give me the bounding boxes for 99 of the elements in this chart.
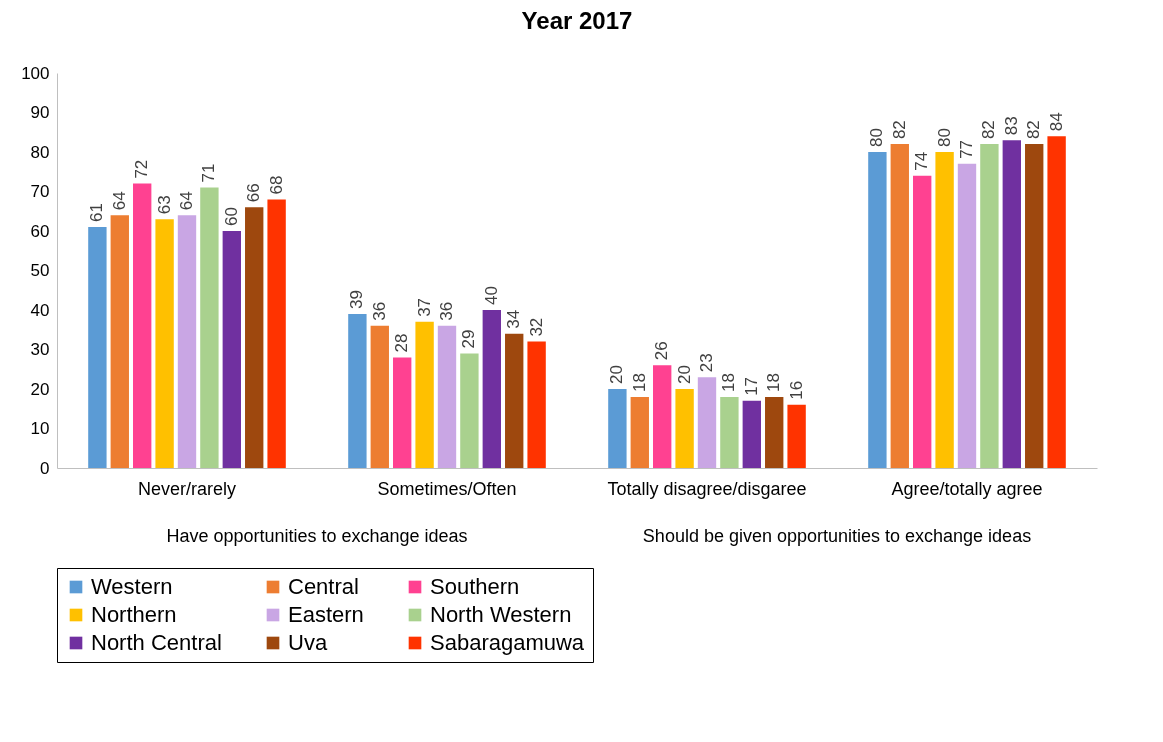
y-tick-label: 80 (30, 142, 50, 162)
data-label: 82 (979, 120, 999, 140)
bar (980, 144, 999, 468)
text: Have opportunities to exchange ideas (166, 526, 468, 546)
bar (653, 365, 672, 468)
data-label: 18 (629, 372, 649, 392)
data-label: 71 (199, 163, 219, 183)
bar (890, 144, 909, 468)
bar (957, 163, 977, 468)
y-tick-label: 30 (30, 340, 50, 359)
bar (527, 341, 546, 468)
bar (110, 215, 129, 468)
data-label: 36 (369, 301, 389, 321)
data-label: 37 (414, 297, 434, 317)
data-label: 74 (912, 151, 932, 171)
data-label: 63 (154, 195, 174, 215)
legend-label: North Western (430, 602, 572, 627)
legend-label: Eastern (288, 602, 364, 627)
bar (437, 325, 457, 468)
data-label: 36 (437, 301, 456, 321)
bar (505, 333, 524, 468)
data-label: 16 (786, 380, 806, 400)
legend-label: North Central (91, 630, 222, 655)
bar (675, 389, 694, 468)
bar (222, 231, 241, 468)
bar (155, 219, 174, 468)
data-label: 72 (132, 159, 152, 179)
data-label: 61 (87, 203, 107, 223)
bar (348, 313, 367, 468)
legend-label: Western (91, 574, 173, 599)
data-label: 40 (481, 286, 501, 305)
data-label: 29 (459, 329, 479, 349)
bar (630, 396, 649, 468)
data-label: 77 (957, 139, 976, 159)
data-label: 20 (674, 365, 694, 384)
bar (765, 396, 784, 468)
data-label: 18 (764, 372, 784, 392)
bar (460, 353, 479, 468)
bar (935, 152, 954, 468)
y-tick-label: 50 (30, 261, 50, 280)
y-tick-label: 10 (30, 419, 50, 438)
bar (720, 396, 739, 468)
data-label: 64 (109, 191, 129, 211)
legend-label: Central (288, 574, 359, 599)
y-tick-label: 40 (30, 300, 50, 320)
bar (742, 400, 761, 468)
y-tick-label: 0 (40, 458, 50, 478)
data-label: 84 (1046, 112, 1066, 132)
data-label: 17 (741, 376, 761, 396)
data-label: 60 (221, 207, 241, 226)
bar (415, 321, 434, 468)
bar (133, 183, 152, 468)
data-label: 80 (934, 128, 954, 147)
data-label: 26 (652, 341, 672, 361)
bar (1047, 136, 1066, 468)
bar (370, 325, 389, 468)
y-tick-label: 70 (30, 182, 50, 201)
bar (88, 227, 107, 468)
data-label: 18 (719, 372, 739, 392)
bar (913, 175, 932, 468)
data-label: 23 (697, 353, 716, 373)
data-label: 32 (526, 317, 546, 337)
x-tick-label: Never/rarely (137, 478, 237, 499)
text: Should be given opportunities to exchange ideas (642, 526, 1032, 546)
legend-label: Southern (430, 574, 520, 599)
bar (868, 152, 887, 468)
bar (608, 389, 627, 468)
data-label: 68 (266, 175, 286, 195)
data-label: 64 (177, 191, 196, 211)
x-tick-label: Agree/totally agree (891, 478, 1043, 499)
bar (267, 199, 286, 468)
data-label: 80 (867, 128, 887, 147)
y-tick-label: 60 (30, 221, 50, 241)
y-tick-label: 100 (21, 63, 50, 83)
y-tick-label: 20 (30, 379, 50, 399)
bar (177, 215, 197, 468)
data-label: 82 (1024, 120, 1044, 140)
data-label: 28 (392, 333, 412, 353)
x-tick-label: Totally disagree/disgaree (607, 478, 807, 499)
data-label: 83 (1001, 116, 1021, 136)
legend-label: Northern (91, 602, 177, 627)
data-label: 34 (504, 309, 524, 329)
bar (1002, 140, 1021, 468)
legend-label: Sabaragamuwa (430, 630, 585, 655)
data-label: 39 (347, 290, 367, 309)
data-label: 66 (244, 183, 264, 203)
bar (245, 207, 264, 468)
y-tick-label: 90 (30, 103, 50, 122)
bar (482, 310, 501, 468)
bar (787, 404, 806, 468)
bar (697, 377, 717, 468)
data-label: 20 (607, 365, 627, 384)
chart-title: Year 2017 (521, 7, 633, 34)
x-tick-label: Sometimes/Often (377, 478, 517, 499)
bar (393, 357, 412, 468)
data-label: 82 (889, 120, 909, 140)
legend-label: Uva (288, 630, 328, 655)
bar (200, 187, 219, 468)
bar (1025, 144, 1044, 468)
